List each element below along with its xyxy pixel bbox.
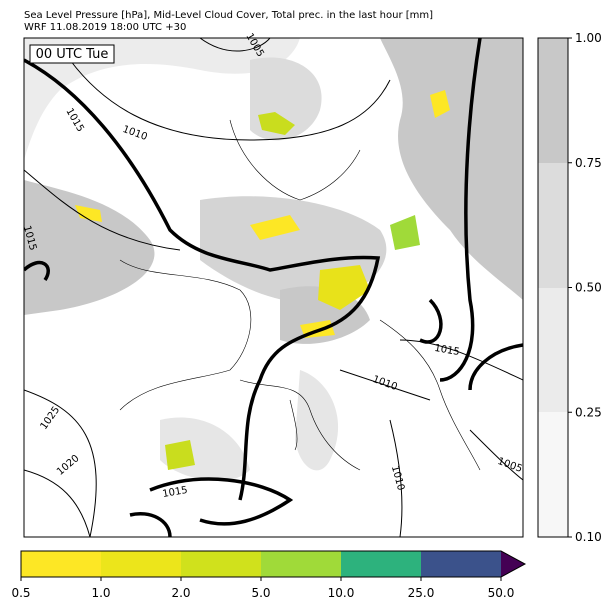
isobars xyxy=(24,38,523,537)
cloud-colorbar xyxy=(537,37,569,538)
map-area: 00 UTC Tue xyxy=(24,38,523,537)
colorbar-tick-label: 0.10 xyxy=(575,530,602,544)
colorbar-tick-label: 2.0 xyxy=(171,586,190,600)
precip-colorbar-ticks: 0.5 1.0 2.0 5.0 10.0 25.0 50.0 xyxy=(11,577,514,600)
colorbar-tick-label: 0.50 xyxy=(575,281,602,295)
precip-colorbar xyxy=(20,550,527,578)
cloud-colorbar-ticks: 0.10 0.25 0.50 0.75 1.00 xyxy=(568,31,602,544)
contour-label: 1015 xyxy=(433,343,460,358)
colorbar-tick-label: 25.0 xyxy=(408,586,435,600)
precipitation xyxy=(75,90,450,470)
coastlines xyxy=(119,119,481,471)
colorbar-tick-label: 5.0 xyxy=(251,586,270,600)
colorbar-tick-label: 1.0 xyxy=(91,586,110,600)
colorbar-tick-label: 50.0 xyxy=(488,586,515,600)
figure-title: Sea Level Pressure [hPa], Mid-Level Clou… xyxy=(24,10,433,21)
map-frame xyxy=(23,37,524,538)
colorbar-tick-label: 0.5 xyxy=(11,586,30,600)
colorbar-tick-label: 1.00 xyxy=(575,31,602,45)
colorbar-tick-label: 10.0 xyxy=(328,586,355,600)
time-label: 00 UTC Tue xyxy=(36,47,109,62)
contour-label: 1015 xyxy=(162,485,189,500)
colorbar-tick-label: 0.25 xyxy=(575,405,602,419)
thick-isobars xyxy=(24,38,523,537)
time-label-box xyxy=(29,44,115,64)
figure-subtitle: WRF 11.08.2019 18:00 UTC +30 xyxy=(24,22,186,33)
colorbar-tick-label: 0.75 xyxy=(575,156,602,170)
